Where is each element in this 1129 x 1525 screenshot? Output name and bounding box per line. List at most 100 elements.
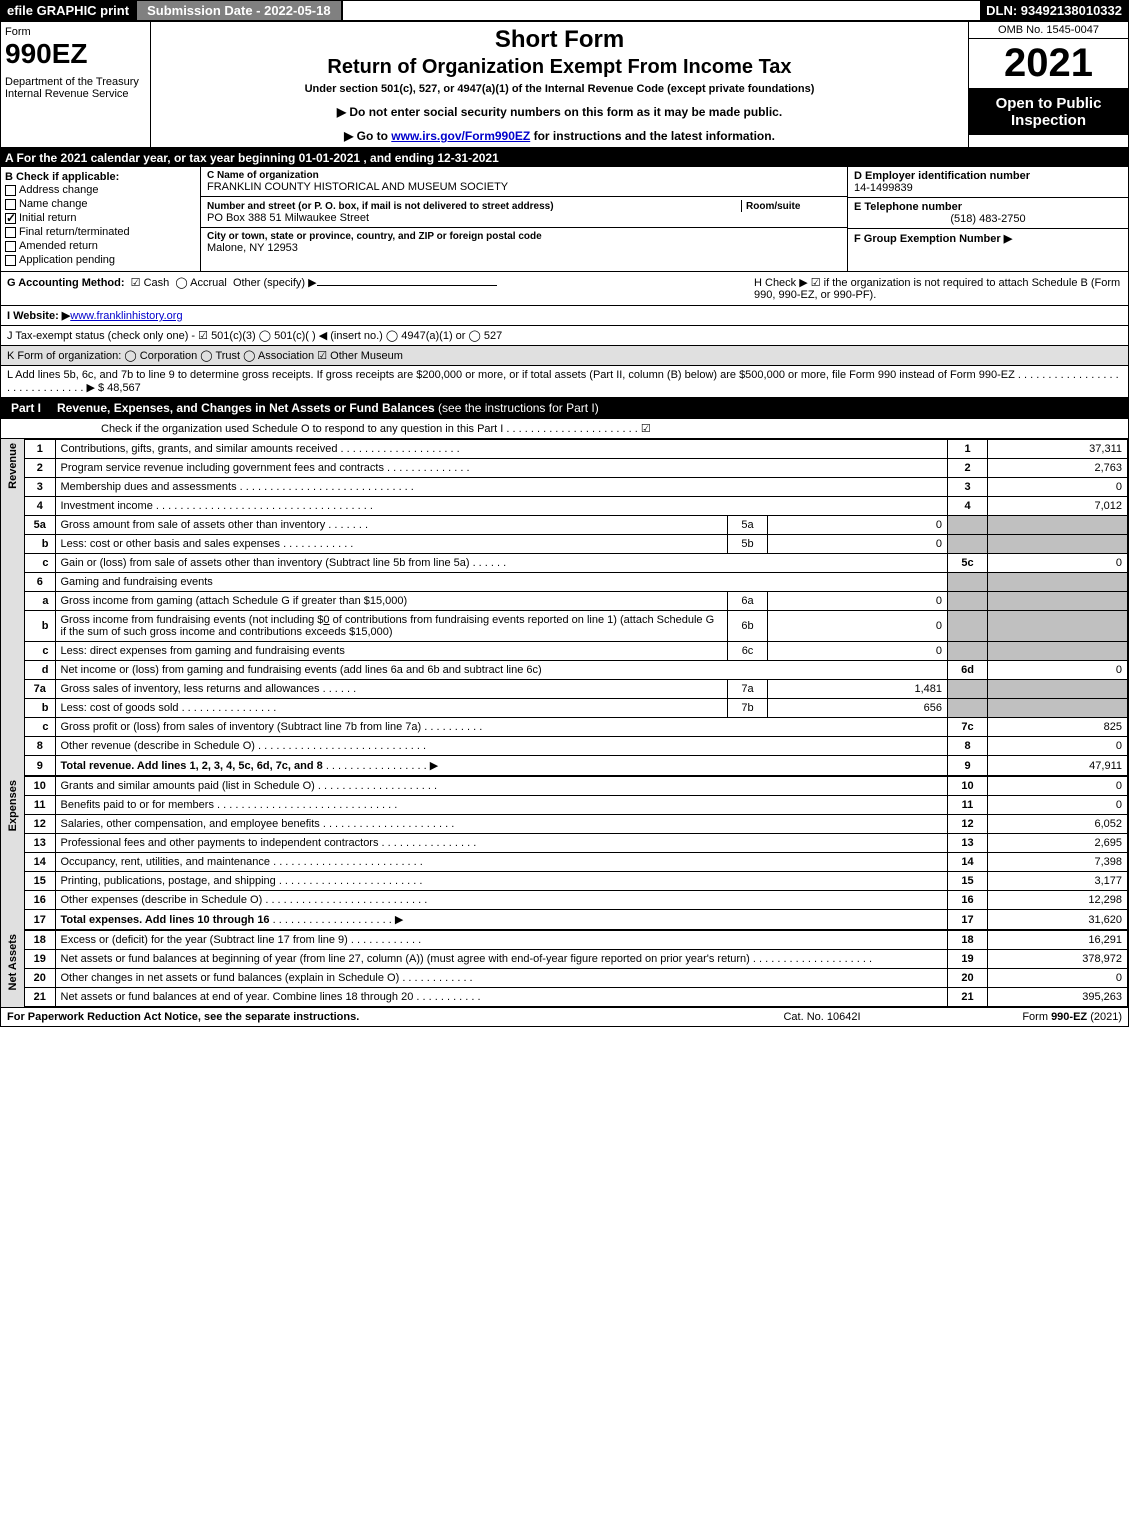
desc-text: Gross income from gaming (attach Schedul… [55,592,728,611]
outval: 7,012 [988,497,1128,516]
outval: 0 [988,737,1128,756]
org-name-block: C Name of organization FRANKLIN COUNTY H… [201,167,847,197]
outval-gray [988,592,1128,611]
ln: 14 [25,853,55,872]
city-label: City or town, state or province, country… [207,231,841,242]
line-20: 20Other changes in net assets or fund ba… [25,969,1128,988]
outnum-gray [948,516,988,535]
cb-initial-return[interactable] [5,213,16,224]
ln: 4 [25,497,55,516]
outnum: 12 [948,815,988,834]
g-other-blank[interactable] [317,285,497,286]
desc-text: Investment income [61,500,153,512]
page-footer: For Paperwork Reduction Act Notice, see … [1,1007,1128,1026]
midval: 0 [768,535,948,554]
outnum: 6d [948,661,988,680]
website-link[interactable]: www.franklinhistory.org [70,310,182,322]
ln: b [25,611,55,642]
outval: 395,263 [988,988,1128,1007]
line-6a: aGross income from gaming (attach Schedu… [25,592,1128,611]
line-1: 1Contributions, gifts, grants, and simil… [25,440,1128,459]
desc-text: Occupancy, rent, utilities, and maintena… [61,856,271,868]
line-a-tax-year: A For the 2021 calendar year, or tax yea… [1,149,1128,167]
ln: b [25,699,55,718]
section-d-e-f: D Employer identification number 14-1499… [848,167,1128,271]
outnum-gray [948,573,988,592]
line-2: 2Program service revenue including gover… [25,459,1128,478]
dln-label: DLN: 93492138010332 [980,1,1128,20]
ln: 11 [25,796,55,815]
outval-gray [988,699,1128,718]
outnum-gray [948,611,988,642]
cb-amended-return[interactable] [5,241,16,252]
ln: 21 [25,988,55,1007]
part-1-tag: Part I [1,398,51,418]
ln: 5a [25,516,55,535]
outval: 0 [988,554,1128,573]
line-5b: bLess: cost or other basis and sales exp… [25,535,1128,554]
form-990ez-page: efile GRAPHIC print Submission Date - 20… [0,0,1129,1027]
outval: 12,298 [988,891,1128,910]
outval: 0 [988,777,1128,796]
g-accrual: Accrual [190,277,227,289]
e-label: E Telephone number [854,201,1122,213]
desc-text: Grants and similar amounts paid (list in… [61,780,315,792]
form-version: Form 990-EZ (2021) [922,1011,1122,1023]
outnum-gray [948,680,988,699]
outnum: 2 [948,459,988,478]
outval: 0 [988,969,1128,988]
cb-final-return[interactable] [5,227,16,238]
org-address-block: Number and street (or P. O. box, if mail… [201,197,847,228]
desc-text: Gaming and fundraising events [55,573,948,592]
line-6c: cLess: direct expenses from gaming and f… [25,642,1128,661]
outval: 7,398 [988,853,1128,872]
outnum: 10 [948,777,988,796]
net-assets-table: 18Excess or (deficit) for the year (Subt… [25,930,1128,1007]
ln: 10 [25,777,55,796]
group-exemption-block: F Group Exemption Number ▶ [848,229,1128,248]
ln: 20 [25,969,55,988]
outnum: 13 [948,834,988,853]
org-city: Malone, NY 12953 [207,242,841,254]
irs-link-line: ▶ Go to www.irs.gov/Form990EZ for instru… [155,129,964,143]
outnum: 17 [948,910,988,930]
ein-value: 14-1499839 [854,182,1122,194]
desc-text: Total expenses. Add lines 10 through 16 [61,914,270,926]
header-right: OMB No. 1545-0047 2021 Open to Public In… [968,22,1128,147]
outval: 2,763 [988,459,1128,478]
cb-address-change[interactable] [5,185,16,196]
line-19: 19Net assets or fund balances at beginni… [25,950,1128,969]
desc-text: Gain or (loss) from sale of assets other… [61,557,470,569]
desc-text: Other revenue (describe in Schedule O) [61,740,255,752]
outval-gray [988,680,1128,699]
row-l-gross-receipts: L Add lines 5b, 6c, and 7b to line 9 to … [1,366,1128,398]
midnum: 5b [728,535,768,554]
ln: 19 [25,950,55,969]
line-8: 8Other revenue (describe in Schedule O) … [25,737,1128,756]
outnum: 15 [948,872,988,891]
ln: 6 [25,573,55,592]
ln: 9 [25,756,55,776]
desc-text: Printing, publications, postage, and shi… [61,875,276,887]
ln: 8 [25,737,55,756]
midval: 0 [768,592,948,611]
efile-print-label[interactable]: efile GRAPHIC print [1,1,135,20]
desc-text: Less: cost of goods sold [61,702,179,714]
line-11: 11Benefits paid to or for members . . . … [25,796,1128,815]
outnum: 19 [948,950,988,969]
cb-application-pending[interactable] [5,255,16,266]
outval: 2,695 [988,834,1128,853]
line-9: 9Total revenue. Add lines 1, 2, 3, 4, 5c… [25,756,1128,776]
line-7b: bLess: cost of goods sold . . . . . . . … [25,699,1128,718]
irs-link[interactable]: www.irs.gov/Form990EZ [391,129,530,143]
outnum-gray [948,642,988,661]
outval: 37,311 [988,440,1128,459]
cb-name-change[interactable] [5,199,16,210]
ln: 12 [25,815,55,834]
outval: 3,177 [988,872,1128,891]
part-1-title: Revenue, Expenses, and Changes in Net As… [51,398,1128,418]
cb-label: Initial return [19,212,76,224]
section-b-checkboxes: B Check if applicable: Address change Na… [1,167,201,271]
net-assets-label-text: Net Assets [7,930,19,994]
short-form-title: Short Form [155,26,964,54]
